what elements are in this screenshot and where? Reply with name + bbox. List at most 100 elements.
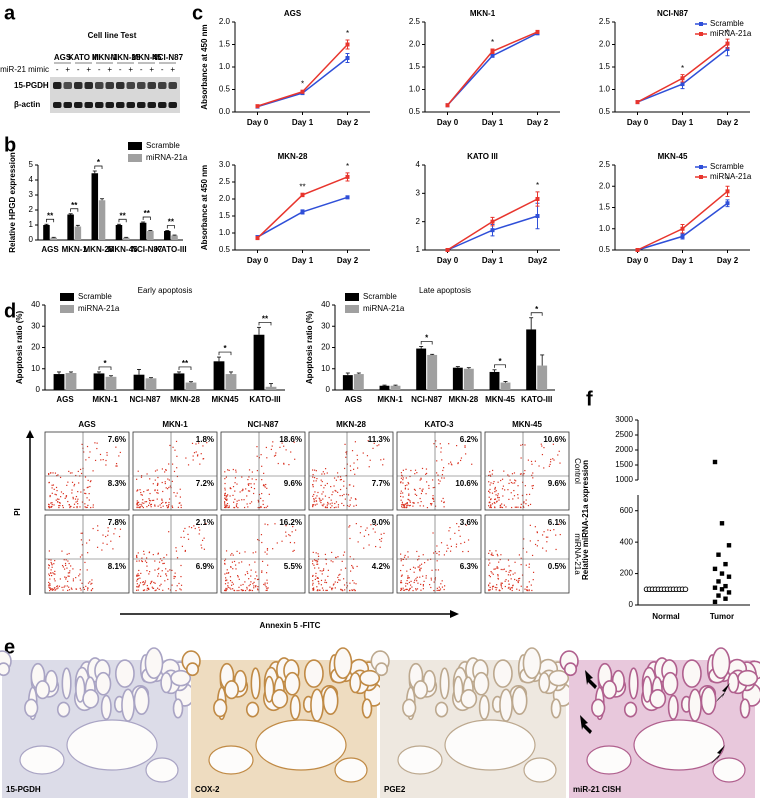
gland — [374, 662, 389, 677]
event-dot — [49, 584, 51, 586]
data-point — [716, 579, 721, 584]
event-dot — [420, 567, 422, 569]
event-dot — [196, 455, 199, 457]
y-tick-label: 0.5 — [599, 107, 611, 116]
event-dot — [175, 440, 178, 443]
event-dot — [327, 503, 329, 505]
gland — [623, 701, 638, 718]
x-tick-label: NCI-N87 — [129, 395, 161, 404]
event-dot — [536, 531, 538, 533]
event-dot — [225, 589, 227, 592]
event-dot — [498, 589, 500, 592]
event-dot — [251, 471, 253, 473]
event-dot — [467, 440, 469, 442]
event-dot — [163, 556, 165, 559]
event-dot — [81, 532, 84, 534]
x-tick-label: AGS — [56, 395, 74, 404]
event-dot — [147, 504, 150, 506]
event-dot — [432, 479, 434, 481]
event-dot — [164, 580, 166, 582]
event-dot — [508, 583, 510, 585]
event-dot — [250, 486, 253, 489]
event-dot — [84, 476, 87, 478]
event-dot — [400, 553, 402, 555]
event-dot — [312, 582, 314, 584]
event-dot — [534, 526, 536, 528]
event-dot — [340, 588, 342, 590]
event-dot — [493, 568, 495, 570]
event-dot — [350, 497, 352, 499]
event-dot — [491, 588, 494, 590]
event-dot — [332, 491, 334, 493]
event-dot — [438, 586, 440, 588]
event-dot — [58, 505, 60, 507]
x-tick-label: MKN-28 — [448, 395, 478, 404]
gland — [662, 671, 679, 696]
significance-bracket — [94, 165, 103, 169]
event-dot — [158, 588, 160, 591]
event-dot — [81, 501, 84, 503]
event-dot — [518, 578, 520, 580]
event-dot — [79, 573, 81, 575]
event-dot — [400, 499, 402, 501]
event-dot — [436, 460, 438, 462]
marker — [300, 209, 305, 214]
event-dot — [413, 488, 416, 490]
gland — [550, 698, 562, 719]
event-dot — [497, 481, 499, 483]
event-dot — [154, 582, 156, 584]
event-dot — [344, 498, 346, 500]
event-dot — [236, 500, 238, 502]
annotation: ** — [144, 209, 151, 218]
lumen — [444, 719, 536, 771]
event-dot — [246, 571, 248, 573]
event-dot — [312, 504, 314, 506]
event-dot — [543, 467, 545, 469]
event-dot — [231, 581, 233, 583]
event-dot — [488, 589, 490, 591]
event-dot — [314, 469, 316, 471]
y-tick-label: 20 — [31, 343, 40, 352]
event-dot — [325, 563, 327, 565]
event-dot — [79, 579, 81, 581]
event-dot — [142, 499, 144, 501]
event-dot — [56, 588, 58, 590]
event-dot — [489, 582, 491, 584]
series-line — [257, 196, 348, 238]
plot-frame — [44, 514, 130, 594]
legend-label: miRNA-21a — [363, 304, 405, 313]
event-dot — [266, 579, 268, 581]
event-dot — [229, 580, 232, 582]
event-dot — [230, 588, 232, 590]
x-tick-label: Normal — [652, 612, 680, 621]
event-dot — [87, 582, 90, 584]
event-dot — [435, 446, 438, 448]
event-dot — [144, 560, 147, 562]
event-dot — [102, 459, 104, 461]
event-dot — [383, 458, 385, 460]
event-dot — [497, 567, 499, 569]
gland — [563, 662, 578, 677]
event-dot — [409, 500, 411, 502]
event-dot — [257, 506, 259, 509]
x-tick-label: MKN-1 — [377, 395, 403, 404]
event-dot — [224, 573, 226, 575]
lumen — [586, 745, 632, 775]
event-dot — [179, 488, 181, 490]
event-dot — [340, 478, 342, 481]
event-dot — [167, 506, 169, 508]
event-dot — [203, 548, 205, 550]
event-dot — [263, 583, 265, 586]
event-dot — [512, 482, 514, 484]
event-dot — [458, 529, 460, 532]
event-dot — [497, 573, 499, 576]
event-dot — [50, 502, 52, 504]
event-dot — [326, 472, 328, 474]
significance-bracket — [70, 208, 79, 212]
event-dot — [494, 488, 496, 490]
event-dot — [53, 563, 55, 565]
event-dot — [406, 484, 408, 486]
event-dot — [497, 575, 499, 577]
event-dot — [517, 494, 519, 496]
gland — [271, 689, 289, 709]
